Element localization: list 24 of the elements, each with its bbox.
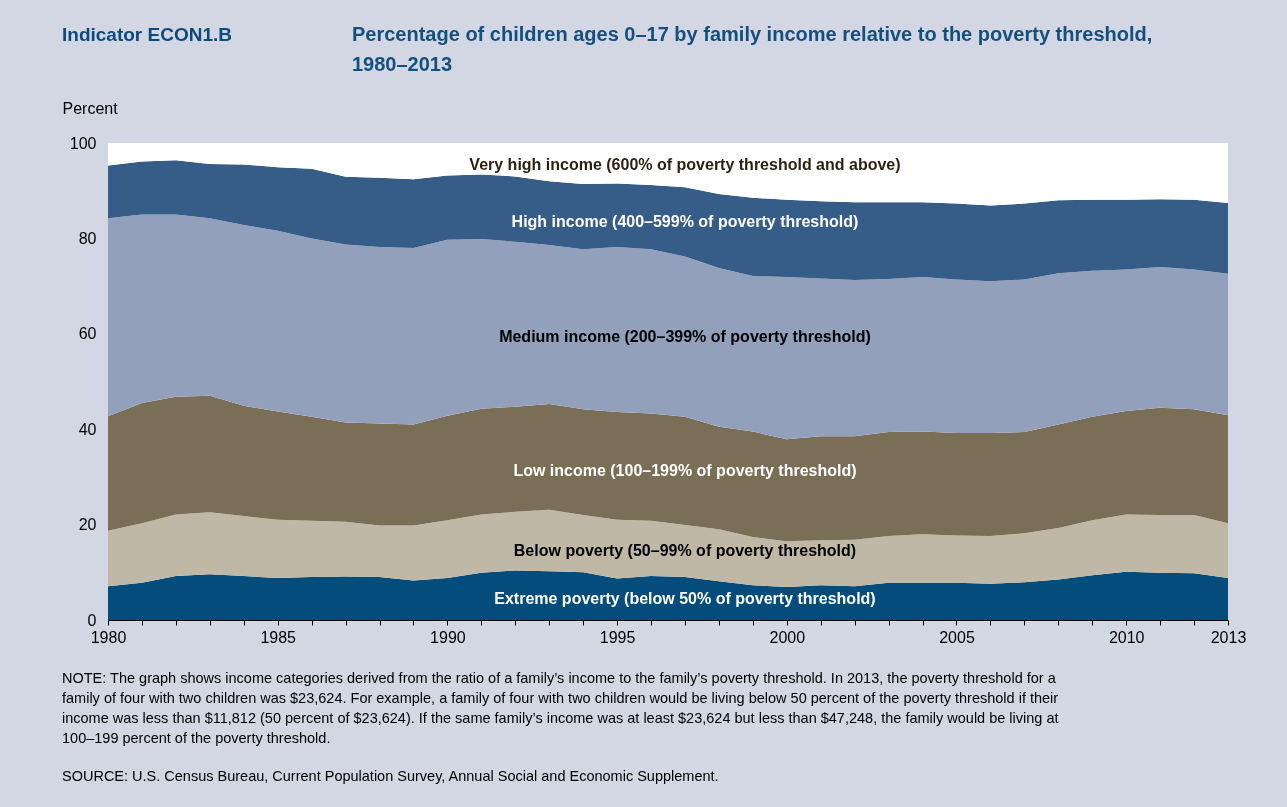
series-label: Below poverty (50–99% of poverty threshold) (513, 542, 857, 560)
x-tick-label: 2013 (1210, 628, 1247, 646)
source-note: SOURCE: U.S. Census Bureau, Current Population Survey, Annual Social and Economic Supplement. (62, 768, 719, 784)
x-tick-label: 1995 (599, 628, 636, 646)
x-tick-label: 2000 (769, 628, 806, 646)
series-label: Medium income (200–399% of poverty threshold) (499, 327, 871, 345)
chart-title: Percentage of children ages 0–17 by family income relative to the poverty threshold, 1980–2013 (352, 23, 1153, 75)
y-tick-label: 40 (78, 420, 97, 438)
y-axis-title: Percent (62, 99, 119, 117)
x-tick-label: 2010 (1108, 628, 1145, 646)
series-label: Low income (100–199% of poverty threshold) (513, 461, 857, 479)
y-tick-label: 100 (69, 134, 97, 152)
series-label: High income (400–599% of poverty threshold) (511, 212, 859, 230)
series-label: Very high income (600% of poverty threshold and above) (469, 156, 901, 174)
x-tick-label: 2005 (939, 628, 975, 646)
x-tick-label: 1980 (90, 628, 127, 646)
y-tick-label: 60 (78, 325, 97, 343)
x-tick-label: 1990 (430, 628, 466, 646)
text: Indicator ECON1.B (62, 24, 232, 45)
y-tick-label: 80 (78, 229, 97, 247)
x-tick-label: 1985 (260, 628, 297, 646)
y-tick-label: 20 (78, 516, 97, 534)
text: NOTE: The graph shows income categories derived from the ratio of a family’s income to the family’s poverty threshold. In 2013, the poverty threshold for a family of four with two children was $23,624. For example, a family of four with two children would be living below 50 percent of the poverty threshold if their income was less than $11,812 (50 percent of $23,624). If the same family’s income was at least $23,624 but less than $47,248, the family would be living at 100–199 percent of the poverty threshold. (62, 670, 1059, 746)
y-tick-label: 0 (87, 611, 97, 629)
